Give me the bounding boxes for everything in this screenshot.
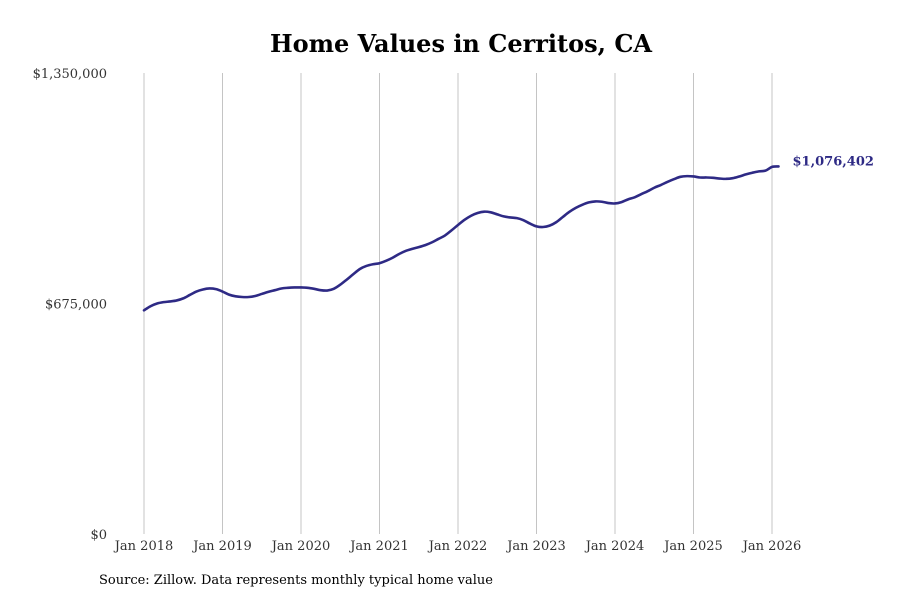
x-axis-tick-labels: Jan 2018 Jan 2019 Jan 2020 Jan 2021 Jan 2022… xyxy=(113,539,802,554)
y-tick-label: $675,000 xyxy=(45,298,107,313)
gridlines xyxy=(143,73,773,534)
chart-title: Home Values in Cerritos, CA xyxy=(270,29,652,58)
x-tick-label: Jan 2020 xyxy=(270,539,331,554)
y-tick-label: $1,350,000 xyxy=(33,67,107,82)
y-tick-label: $0 xyxy=(90,528,107,543)
series-end-value-label: $1,076,402 xyxy=(793,154,874,169)
x-tick-label: Jan 2021 xyxy=(348,539,409,554)
x-tick-label: Jan 2022 xyxy=(427,539,488,554)
x-tick-label: Jan 2023 xyxy=(505,539,566,554)
y-axis-tick-labels: $0 $675,000 $1,350,000 xyxy=(33,67,107,543)
x-tick-label: Jan 2025 xyxy=(662,539,723,554)
x-tick-label: Jan 2026 xyxy=(741,539,802,554)
x-tick-label: Jan 2019 xyxy=(191,539,252,554)
source-note: Source: Zillow. Data represents monthly … xyxy=(99,573,493,588)
x-tick-label: Jan 2024 xyxy=(584,539,645,554)
series-line-0 xyxy=(142,165,780,312)
series-layer xyxy=(142,165,780,312)
x-tick-label: Jan 2018 xyxy=(113,539,174,554)
